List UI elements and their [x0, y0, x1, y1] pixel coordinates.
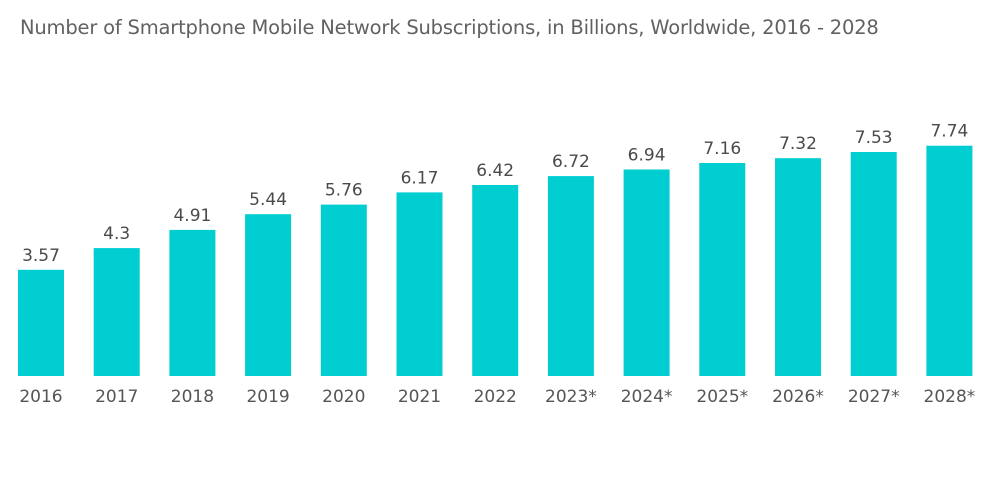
- bar-2022: [472, 185, 519, 376]
- x-tick-label: 2028*: [924, 387, 976, 407]
- bar-2026: [775, 158, 821, 376]
- data-label: 5.76: [325, 181, 363, 201]
- x-tick-label: 2018: [171, 387, 214, 407]
- bar-2028: [926, 145, 973, 376]
- x-axis-tick-labels: 2016 2017 2018 2019 2020 2021 2022 2023* 2024* 20…: [19, 387, 975, 407]
- bar-2024: [623, 169, 670, 376]
- bar-2021: [396, 192, 443, 376]
- x-tick-label: 2023*: [545, 387, 597, 407]
- chart-title: Number of Smartphone Mobile Network Subs…: [20, 16, 879, 39]
- x-tick-label: 2022: [474, 387, 517, 407]
- bar-2017: [93, 248, 140, 376]
- x-tick-label: 2027*: [848, 387, 900, 407]
- data-label: 4.3: [103, 224, 130, 244]
- data-label: 6.94: [628, 146, 666, 166]
- bars-group: [18, 145, 973, 376]
- x-tick-label: 2019: [246, 387, 289, 407]
- x-tick-label: 2017: [95, 387, 138, 407]
- data-label: 7.74: [930, 122, 968, 142]
- x-tick-label: 2020: [322, 387, 365, 407]
- x-tick-label: 2025*: [696, 387, 748, 407]
- bar-2018: [169, 229, 216, 376]
- data-label: 4.91: [173, 206, 211, 226]
- data-label: 3.57: [22, 246, 60, 266]
- data-label: 7.32: [779, 134, 817, 154]
- data-label: 6.72: [552, 152, 590, 172]
- data-label: 5.44: [249, 190, 287, 210]
- x-tick-label: 2024*: [621, 387, 673, 407]
- data-label: 7.53: [855, 128, 893, 148]
- x-tick-label: 2016: [19, 387, 62, 407]
- bar-2016: [18, 269, 64, 376]
- bar-2023: [547, 176, 594, 376]
- bar-2025: [699, 163, 746, 376]
- bar-2027: [850, 152, 897, 376]
- bar-2020: [320, 204, 367, 376]
- data-labels-group: 3.57 4.3 4.91 5.44 5.76 6.17 6.42 6.72 6.94 7.16 7…: [22, 122, 968, 266]
- x-tick-label: 2021: [398, 387, 441, 407]
- x-tick-label: 2026*: [772, 387, 824, 407]
- bar-2019: [245, 214, 292, 376]
- data-label: 7.16: [703, 139, 741, 159]
- data-label: 6.17: [401, 168, 439, 188]
- data-label: 6.42: [476, 161, 514, 181]
